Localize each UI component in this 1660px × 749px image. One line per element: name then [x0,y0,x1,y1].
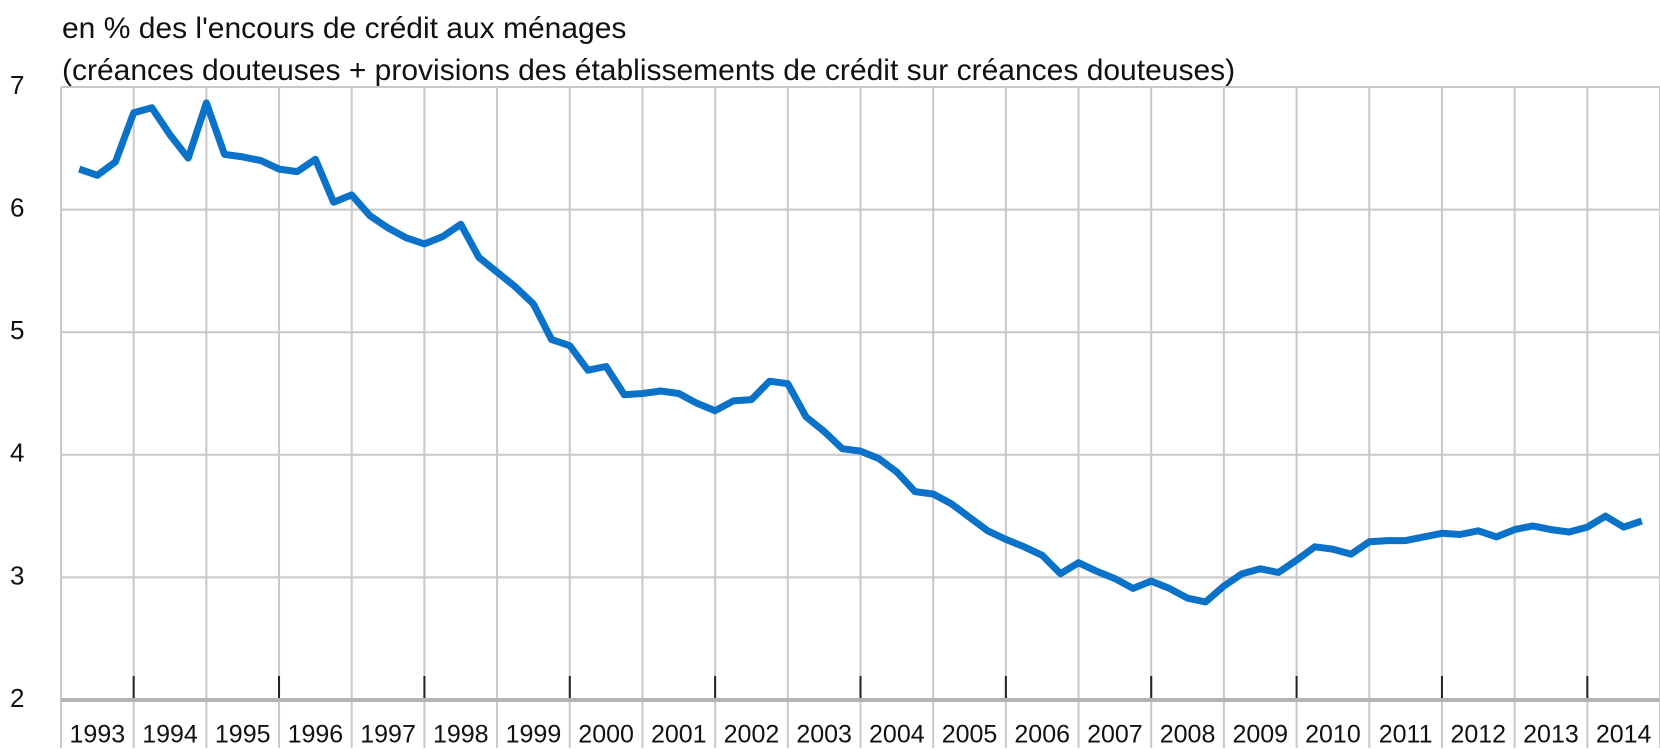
x-tick-label: 2013 [1523,721,1579,749]
y-tick-label: 4 [10,438,24,468]
x-tick-label: 2005 [942,721,998,749]
x-tick-label: 2007 [1087,721,1143,749]
x-tick-label: 2001 [651,721,707,749]
y-tick-label: 2 [10,683,24,713]
x-tick-label: 1993 [70,721,126,749]
y-tick-label: 6 [10,192,24,222]
y-tick-label: 5 [10,315,24,345]
y-tick-label: 3 [10,560,24,590]
x-tick-label: 2006 [1014,721,1070,749]
x-tick-label: 2012 [1450,721,1506,749]
x-tick-label: 1998 [433,721,489,749]
x-tick-label: 2010 [1305,721,1361,749]
y-tick-label: 7 [10,70,24,100]
x-tick-label: 1995 [215,721,271,749]
chart-title: en % des l'encours de crédit aux ménages [62,12,626,45]
x-tick-label: 1996 [288,721,344,749]
x-tick-label: 1994 [142,721,198,749]
line-series [78,99,1643,606]
x-tick-label: 1997 [360,721,416,749]
x-tick-label: 2009 [1232,721,1288,749]
chart-subtitle: (créances douteuses + provisions des éta… [62,54,1235,87]
x-tick-label: 2011 [1379,721,1433,749]
x-tick-label: 2003 [796,721,852,749]
x-tick-label: 2002 [724,721,780,749]
x-tick-label: 2014 [1596,721,1652,749]
x-tick-label: 1999 [506,721,562,749]
x-tick-label: 2008 [1160,721,1216,749]
x-tick-label: 2004 [869,721,925,749]
x-tick-label: 2000 [578,721,634,749]
